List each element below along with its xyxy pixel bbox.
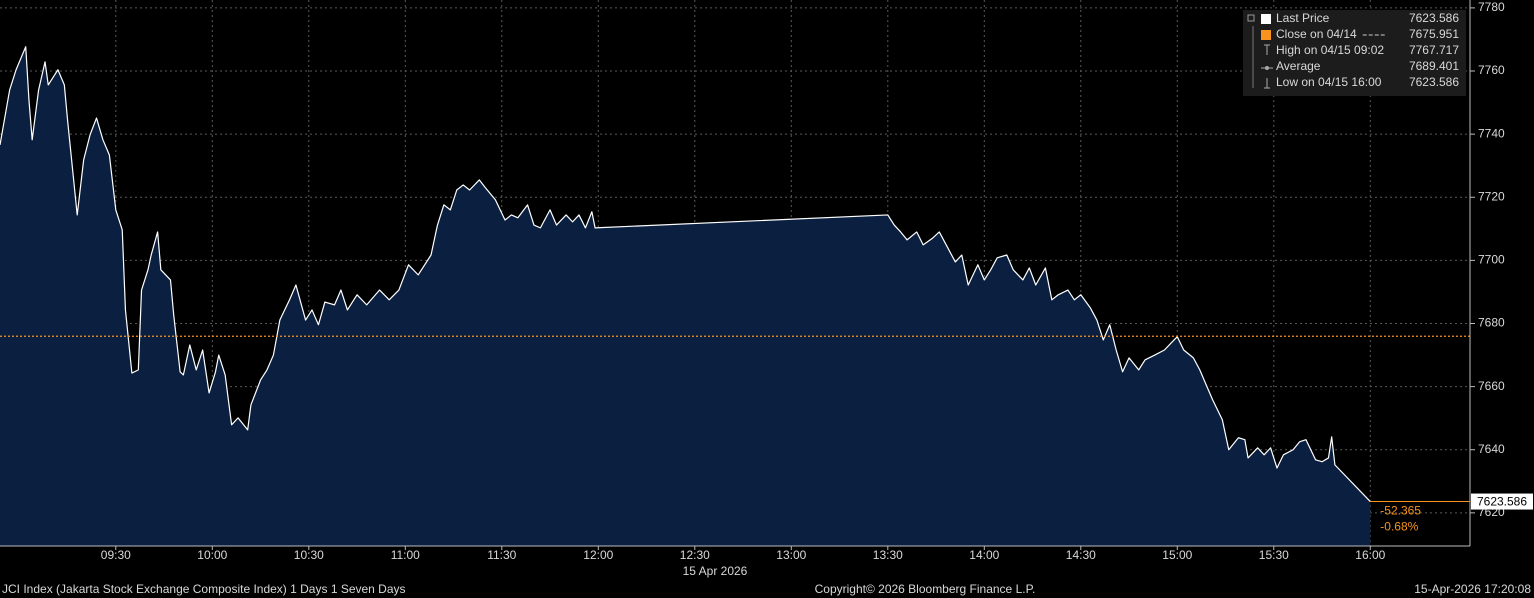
y-tick-label: 7640 bbox=[1478, 442, 1505, 456]
x-tick-label: 15:00 bbox=[1162, 548, 1192, 562]
legend-collapse-icon bbox=[1247, 14, 1255, 22]
legend-value: 7675.951 bbox=[1409, 27, 1459, 41]
footer-source: JCI Index (Jakarta Stock Exchange Compos… bbox=[2, 582, 406, 596]
x-tick-label: 15:30 bbox=[1259, 548, 1289, 562]
y-tick-label: 7680 bbox=[1478, 316, 1505, 330]
x-tick-label: 14:00 bbox=[969, 548, 999, 562]
x-tick-label: 11:00 bbox=[391, 548, 420, 562]
last-price-box bbox=[1471, 493, 1533, 510]
x-tick-label: 10:00 bbox=[197, 548, 227, 562]
x-tick-label: 10:30 bbox=[294, 548, 324, 562]
change-label: -52.365 bbox=[1380, 504, 1421, 518]
x-tick-label: 14:30 bbox=[1066, 548, 1096, 562]
x-tick-label: 12:30 bbox=[680, 548, 710, 562]
y-tick-label: 7780 bbox=[1478, 0, 1505, 14]
data bbox=[0, 46, 1470, 547]
legend-value: 7623.586 bbox=[1409, 75, 1459, 89]
legend-low-icon bbox=[1264, 78, 1270, 89]
area-fill bbox=[0, 46, 1371, 547]
x-tick-label: 13:00 bbox=[776, 548, 806, 562]
legend-label: Close on 04/14 bbox=[1276, 27, 1357, 41]
y-tick-label: 7700 bbox=[1478, 253, 1505, 267]
legend-swatch bbox=[1261, 30, 1271, 40]
legend-value: 7767.717 bbox=[1409, 43, 1459, 57]
legend: Last Price 7623.586 Close on 04/14 7675.951… bbox=[1243, 10, 1466, 96]
footer-copyright: Copyright© 2026 Bloomberg Finance L.P. bbox=[815, 582, 1036, 596]
x-tick-label: 09:30 bbox=[101, 548, 131, 562]
legend-label: Low on 04/15 16:00 bbox=[1276, 75, 1382, 89]
x-tick-label: 12:00 bbox=[583, 548, 613, 562]
x-tick-label: 11:30 bbox=[487, 548, 516, 562]
y-tick-label: 7660 bbox=[1478, 379, 1505, 393]
legend-high-icon bbox=[1264, 44, 1270, 55]
legend-box bbox=[1243, 10, 1466, 96]
y-tick-label: 7720 bbox=[1478, 189, 1505, 203]
price-line bbox=[0, 46, 1371, 502]
legend-label: Average bbox=[1276, 59, 1321, 73]
footer bbox=[0, 580, 1534, 598]
change-pct-label: -0.68% bbox=[1380, 520, 1418, 534]
y-tick-label: 7740 bbox=[1478, 126, 1505, 140]
legend-label: High on 04/15 09:02 bbox=[1276, 43, 1384, 57]
y-tick-label: 7760 bbox=[1478, 63, 1505, 77]
legend-label: Last Price bbox=[1276, 11, 1330, 25]
footer-timestamp: 15-Apr-2026 17:20:08 bbox=[1414, 582, 1531, 596]
legend-swatch bbox=[1261, 14, 1271, 24]
x-tick-label: 13:30 bbox=[873, 548, 903, 562]
legend-value: 7623.586 bbox=[1409, 11, 1459, 25]
legend-average-dot bbox=[1265, 66, 1269, 70]
x-tick-label: 16:00 bbox=[1355, 548, 1385, 562]
x-axis-label: 15 Apr 2026 bbox=[683, 564, 748, 578]
legend-value: 7689.401 bbox=[1409, 59, 1459, 73]
last-price-label: 7623.586 bbox=[1477, 495, 1527, 509]
